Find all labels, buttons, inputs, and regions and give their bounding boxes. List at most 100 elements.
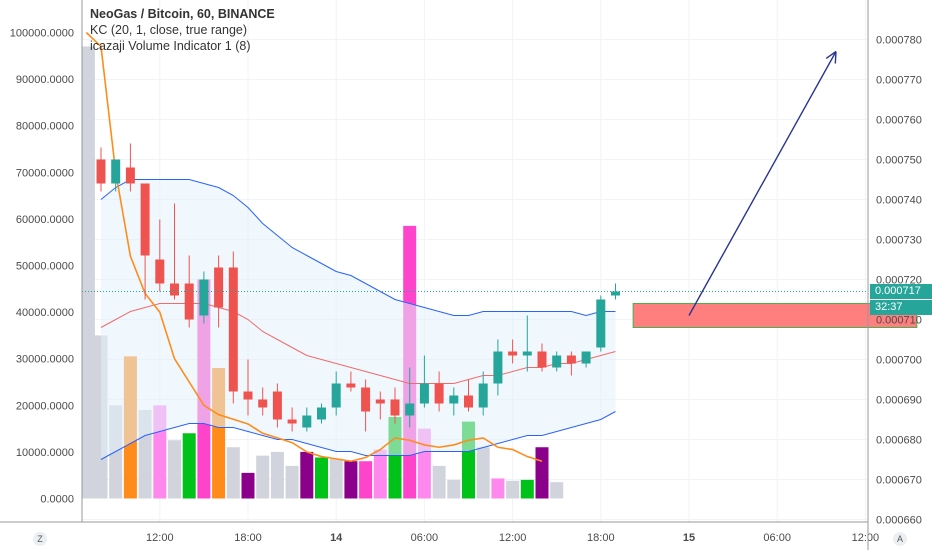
volume-bar bbox=[270, 451, 284, 499]
candle-body bbox=[331, 383, 341, 408]
candlesticks bbox=[96, 143, 620, 432]
kc-fill bbox=[101, 179, 616, 460]
x-axis-tick-label: 14 bbox=[330, 532, 343, 544]
candle bbox=[272, 383, 282, 428]
volume-bar bbox=[256, 455, 270, 499]
candle bbox=[96, 147, 106, 192]
candle-body bbox=[346, 383, 356, 388]
volume-bar bbox=[168, 440, 181, 499]
right-axis-tick-label: 0.000690 bbox=[876, 395, 922, 407]
candle-body bbox=[170, 283, 179, 296]
kc-indicator-label[interactable]: KC (20, 1, close, true range) bbox=[90, 23, 248, 37]
candle-body bbox=[566, 355, 576, 364]
volume-bar bbox=[535, 447, 549, 499]
volume-bar bbox=[285, 465, 299, 499]
volume-bar bbox=[182, 433, 196, 499]
left-axis-tick-label: 70000.0000 bbox=[16, 167, 74, 179]
candle bbox=[125, 143, 135, 192]
volume-bar bbox=[550, 482, 564, 499]
target-zone-rect bbox=[632, 303, 918, 328]
x-axis-tick-label: 12:00 bbox=[499, 532, 527, 544]
candle-body bbox=[155, 259, 165, 284]
left-axis-tick-label: 40000.0000 bbox=[16, 307, 74, 319]
candle bbox=[258, 387, 268, 416]
candle-body bbox=[434, 383, 444, 404]
candle-body bbox=[375, 399, 385, 404]
candle bbox=[508, 339, 518, 364]
trend-arrow-head bbox=[834, 51, 837, 64]
right-axis-tick-label: 0.000750 bbox=[876, 155, 922, 167]
candle-body bbox=[581, 351, 591, 364]
symbol-title[interactable]: NeoGas / Bitcoin, 60, BINANCE bbox=[90, 7, 275, 21]
candle bbox=[405, 367, 415, 428]
candle-body bbox=[111, 159, 121, 184]
candle-body bbox=[522, 351, 532, 356]
right-axis-tick-label: 0.000740 bbox=[876, 195, 922, 207]
trend-arrow-line bbox=[688, 51, 837, 316]
auto-scale-button[interactable]: A bbox=[893, 532, 907, 546]
candle bbox=[111, 159, 121, 192]
kc-upper-line bbox=[100, 179, 616, 317]
right-axis-tick-label: 0.000710 bbox=[876, 315, 922, 327]
volume-bar bbox=[476, 447, 490, 499]
candle-body bbox=[390, 399, 400, 416]
volume-indicator-label[interactable]: icazaji Volume Indicator 1 (8) bbox=[90, 39, 251, 53]
x-axis-tick-label: 12:00 bbox=[852, 532, 880, 544]
candle bbox=[214, 255, 224, 328]
candle bbox=[611, 283, 620, 300]
x-axis-tick-label: 06:00 bbox=[763, 532, 791, 544]
candle bbox=[228, 251, 238, 404]
candle bbox=[140, 183, 150, 300]
x-axis-tick-label: 15 bbox=[683, 532, 695, 544]
right-axis-tick-label: 0.000770 bbox=[876, 75, 922, 87]
right-axis-tick-label: 0.000730 bbox=[876, 235, 922, 247]
candle-body bbox=[317, 407, 326, 420]
right-axis-tick-label: 0.000660 bbox=[876, 515, 922, 527]
candle bbox=[346, 371, 356, 392]
annotations bbox=[82, 50, 918, 328]
zoom-reset-button[interactable]: Z bbox=[33, 532, 47, 546]
volume-bar bbox=[359, 461, 373, 499]
candle bbox=[552, 351, 562, 372]
candle-body bbox=[199, 279, 209, 316]
x-axis-tick-label: 12:00 bbox=[146, 532, 174, 544]
volume-bar bbox=[226, 447, 240, 499]
candle-body bbox=[140, 183, 150, 256]
candle-body bbox=[478, 383, 488, 408]
candle-body bbox=[464, 395, 473, 408]
right-axis-tick-label: 0.000780 bbox=[876, 35, 922, 47]
volume-bar bbox=[241, 472, 255, 499]
volume-bar bbox=[373, 449, 387, 499]
volume-bar bbox=[447, 479, 461, 499]
kc-lower-line bbox=[100, 411, 616, 460]
candle bbox=[361, 379, 371, 432]
right-axis-tick-label: 0.000700 bbox=[876, 355, 922, 367]
candle bbox=[184, 255, 194, 328]
volume-bar bbox=[491, 478, 505, 499]
left-axis-tick-label: 30000.0000 bbox=[16, 354, 74, 366]
candle-body bbox=[596, 299, 606, 348]
left-axis-tick-label: 20000.0000 bbox=[16, 400, 74, 412]
countdown-badge: 32:37 bbox=[870, 300, 932, 315]
x-axis-tick-label: 18:00 bbox=[587, 532, 615, 544]
candle-body bbox=[493, 351, 503, 384]
left-axis-tick-label: 0.0000 bbox=[40, 494, 74, 506]
volume-bar bbox=[344, 461, 358, 499]
keltner-channel bbox=[85, 31, 616, 463]
candle bbox=[537, 343, 547, 372]
right-axis-tick-label: 0.000760 bbox=[876, 115, 922, 127]
candle-body bbox=[508, 351, 518, 356]
candle-body bbox=[125, 167, 135, 184]
candle-body bbox=[272, 391, 282, 420]
candle bbox=[375, 391, 385, 420]
volume-ma-line bbox=[85, 31, 543, 463]
volume-bar bbox=[520, 479, 534, 499]
candle-body bbox=[405, 403, 415, 416]
candle-body bbox=[214, 267, 224, 308]
volume-bar bbox=[506, 480, 520, 499]
candle bbox=[449, 387, 459, 416]
left-axis-tick-label: 50000.0000 bbox=[16, 261, 74, 273]
volume-bar bbox=[432, 465, 446, 499]
